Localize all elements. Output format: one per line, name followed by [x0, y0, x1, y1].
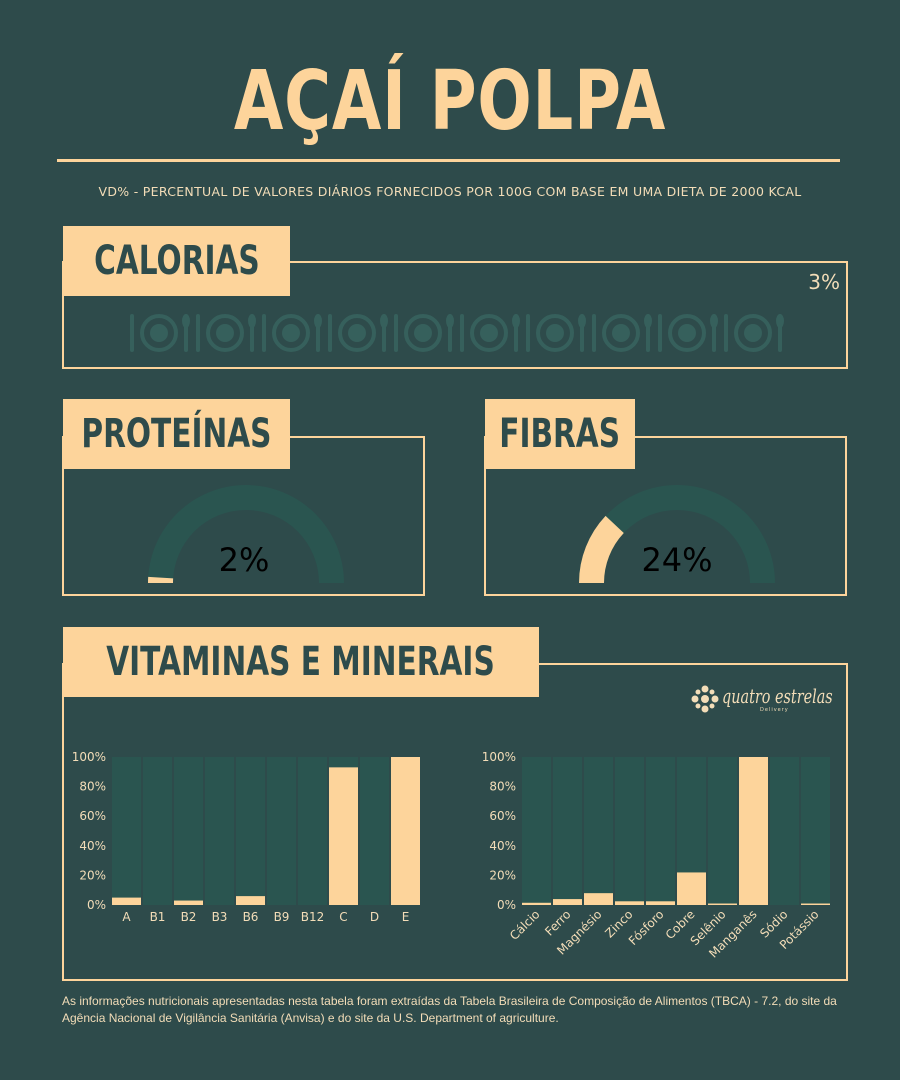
vitamin-ytick: 40%: [79, 839, 106, 853]
plate-and-cutlery-icon: [130, 314, 190, 352]
vitamin-ytick: 20%: [79, 868, 106, 882]
plate-and-cutlery-icon: [724, 314, 784, 352]
fibras-label: FIBRAS: [485, 399, 635, 469]
vitamin-xtick: D: [370, 910, 379, 924]
vitamin-bar-track: [267, 757, 296, 905]
vitamin-ytick: 80%: [79, 780, 106, 794]
proteinas-gauge: 2%: [148, 485, 344, 583]
vitamin-bar: [391, 757, 420, 905]
plate-and-cutlery-icon: [526, 314, 586, 352]
plate-and-cutlery-icon: [460, 314, 520, 352]
vitamin-xtick: C: [339, 910, 347, 924]
vitamin-bar-track: [360, 757, 389, 905]
plate-and-cutlery-icon: [262, 314, 322, 352]
proteinas-gauge-fill: [148, 576, 174, 583]
vitamin-bar: [112, 897, 141, 905]
mineral-bar: [584, 893, 613, 905]
plate-and-cutlery-icon-row: [130, 314, 784, 352]
plate-and-cutlery-icon: [592, 314, 652, 352]
vitamin-xtick: B9: [274, 910, 290, 924]
mineral-bar-track: [522, 757, 551, 905]
plate-and-cutlery-icon: [394, 314, 454, 352]
calorias-value: 3%: [808, 270, 840, 294]
vitamin-bar: [329, 767, 358, 905]
proteinas-label: PROTEÍNAS: [63, 399, 290, 469]
mineral-ytick: 80%: [489, 780, 516, 794]
vitamin-bar-track: [236, 757, 265, 905]
plate-and-cutlery-icon: [658, 314, 718, 352]
plate-and-cutlery-icon: [328, 314, 388, 352]
mineral-xtick: Fósforo: [626, 907, 667, 948]
mineral-ytick: 100%: [482, 750, 516, 764]
ornament-icon: [691, 685, 719, 713]
mineral-bar: [646, 901, 675, 905]
mineral-ytick: 0%: [497, 898, 516, 912]
title-divider: [57, 159, 840, 162]
mineral-bar: [801, 903, 830, 905]
vitamin-ytick: 60%: [79, 809, 106, 823]
mineral-bar-track: [584, 757, 613, 905]
mineral-ytick: 60%: [489, 809, 516, 823]
mineral-bar: [708, 903, 737, 905]
vitaminas-panel: 0% 20% 40% 60% 80% 100% A B1 B2 B3 B6 B9 B12 C D E 0% 20…: [62, 663, 848, 981]
vitaminas-label: VITAMINAS E MINERAIS: [63, 627, 539, 697]
vitamin-xtick: B12: [301, 910, 325, 924]
subtitle: VD% - PERCENTUAL DE VALORES DIÁRIOS FORN…: [98, 184, 802, 199]
mineral-bar: [553, 899, 582, 905]
logo-name: quatro estrelas: [722, 684, 833, 708]
vitamin-bar-track: [112, 757, 141, 905]
calorias-label: CALORIAS: [63, 226, 290, 296]
vitamin-bar: [174, 900, 203, 905]
fibras-panel: 24%: [484, 436, 847, 596]
page-title: AÇAÍ POLPA: [233, 54, 667, 149]
vitamin-bar-track: [298, 757, 327, 905]
mineral-ytick: 40%: [489, 839, 516, 853]
mineral-xtick: Cálcio: [507, 907, 543, 943]
logo-subtitle: Delivery: [760, 707, 789, 713]
vitamin-ytick: 100%: [72, 750, 106, 764]
fibras-gauge-track: [579, 485, 775, 583]
proteinas-value: 2%: [219, 541, 270, 579]
vitamin-bar-track: [205, 757, 234, 905]
mineral-bar-track: [553, 757, 582, 905]
proteinas-gauge-track: [148, 485, 344, 583]
source-note: As informações nutricionais apresentadas…: [62, 994, 837, 1025]
vitamin-xtick: B1: [150, 910, 166, 924]
mineral-bar-track: [646, 757, 675, 905]
vitamin-ytick: 0%: [87, 898, 106, 912]
mineral-bar: [739, 757, 768, 905]
minerals-chart: 0%20%40%60%80%100%Cálcio FerroMagnésioZin…: [482, 750, 830, 961]
calorias-panel: [62, 261, 848, 369]
vitamin-xtick: B6: [243, 910, 259, 924]
mineral-ytick: 20%: [489, 868, 516, 882]
mineral-bar-track: [801, 757, 830, 905]
vitamin-xtick: B2: [181, 910, 197, 924]
vitamin-bar-track: [143, 757, 172, 905]
mineral-bar: [522, 902, 551, 905]
mineral-bar-track: [770, 757, 799, 905]
vitamin-xtick: E: [402, 910, 410, 924]
mineral-bar-track: [615, 757, 644, 905]
fibras-gauge: 24%: [579, 485, 775, 583]
mineral-bar: [615, 901, 644, 905]
vitamin-xtick: B3: [212, 910, 228, 924]
vitamins-chart: 0% 20% 40% 60% 80% 100% A B1 B2 B3 B6 B9 B12 C D E: [72, 750, 420, 924]
vitamin-bar-track: [174, 757, 203, 905]
plate-and-cutlery-icon: [196, 314, 256, 352]
mineral-bar-track: [708, 757, 737, 905]
fibras-value: 24%: [641, 541, 712, 579]
mineral-bar: [677, 872, 706, 905]
vitamin-xtick: A: [122, 910, 131, 924]
fibras-gauge-fill: [579, 515, 624, 583]
vitamin-bar: [236, 896, 265, 905]
